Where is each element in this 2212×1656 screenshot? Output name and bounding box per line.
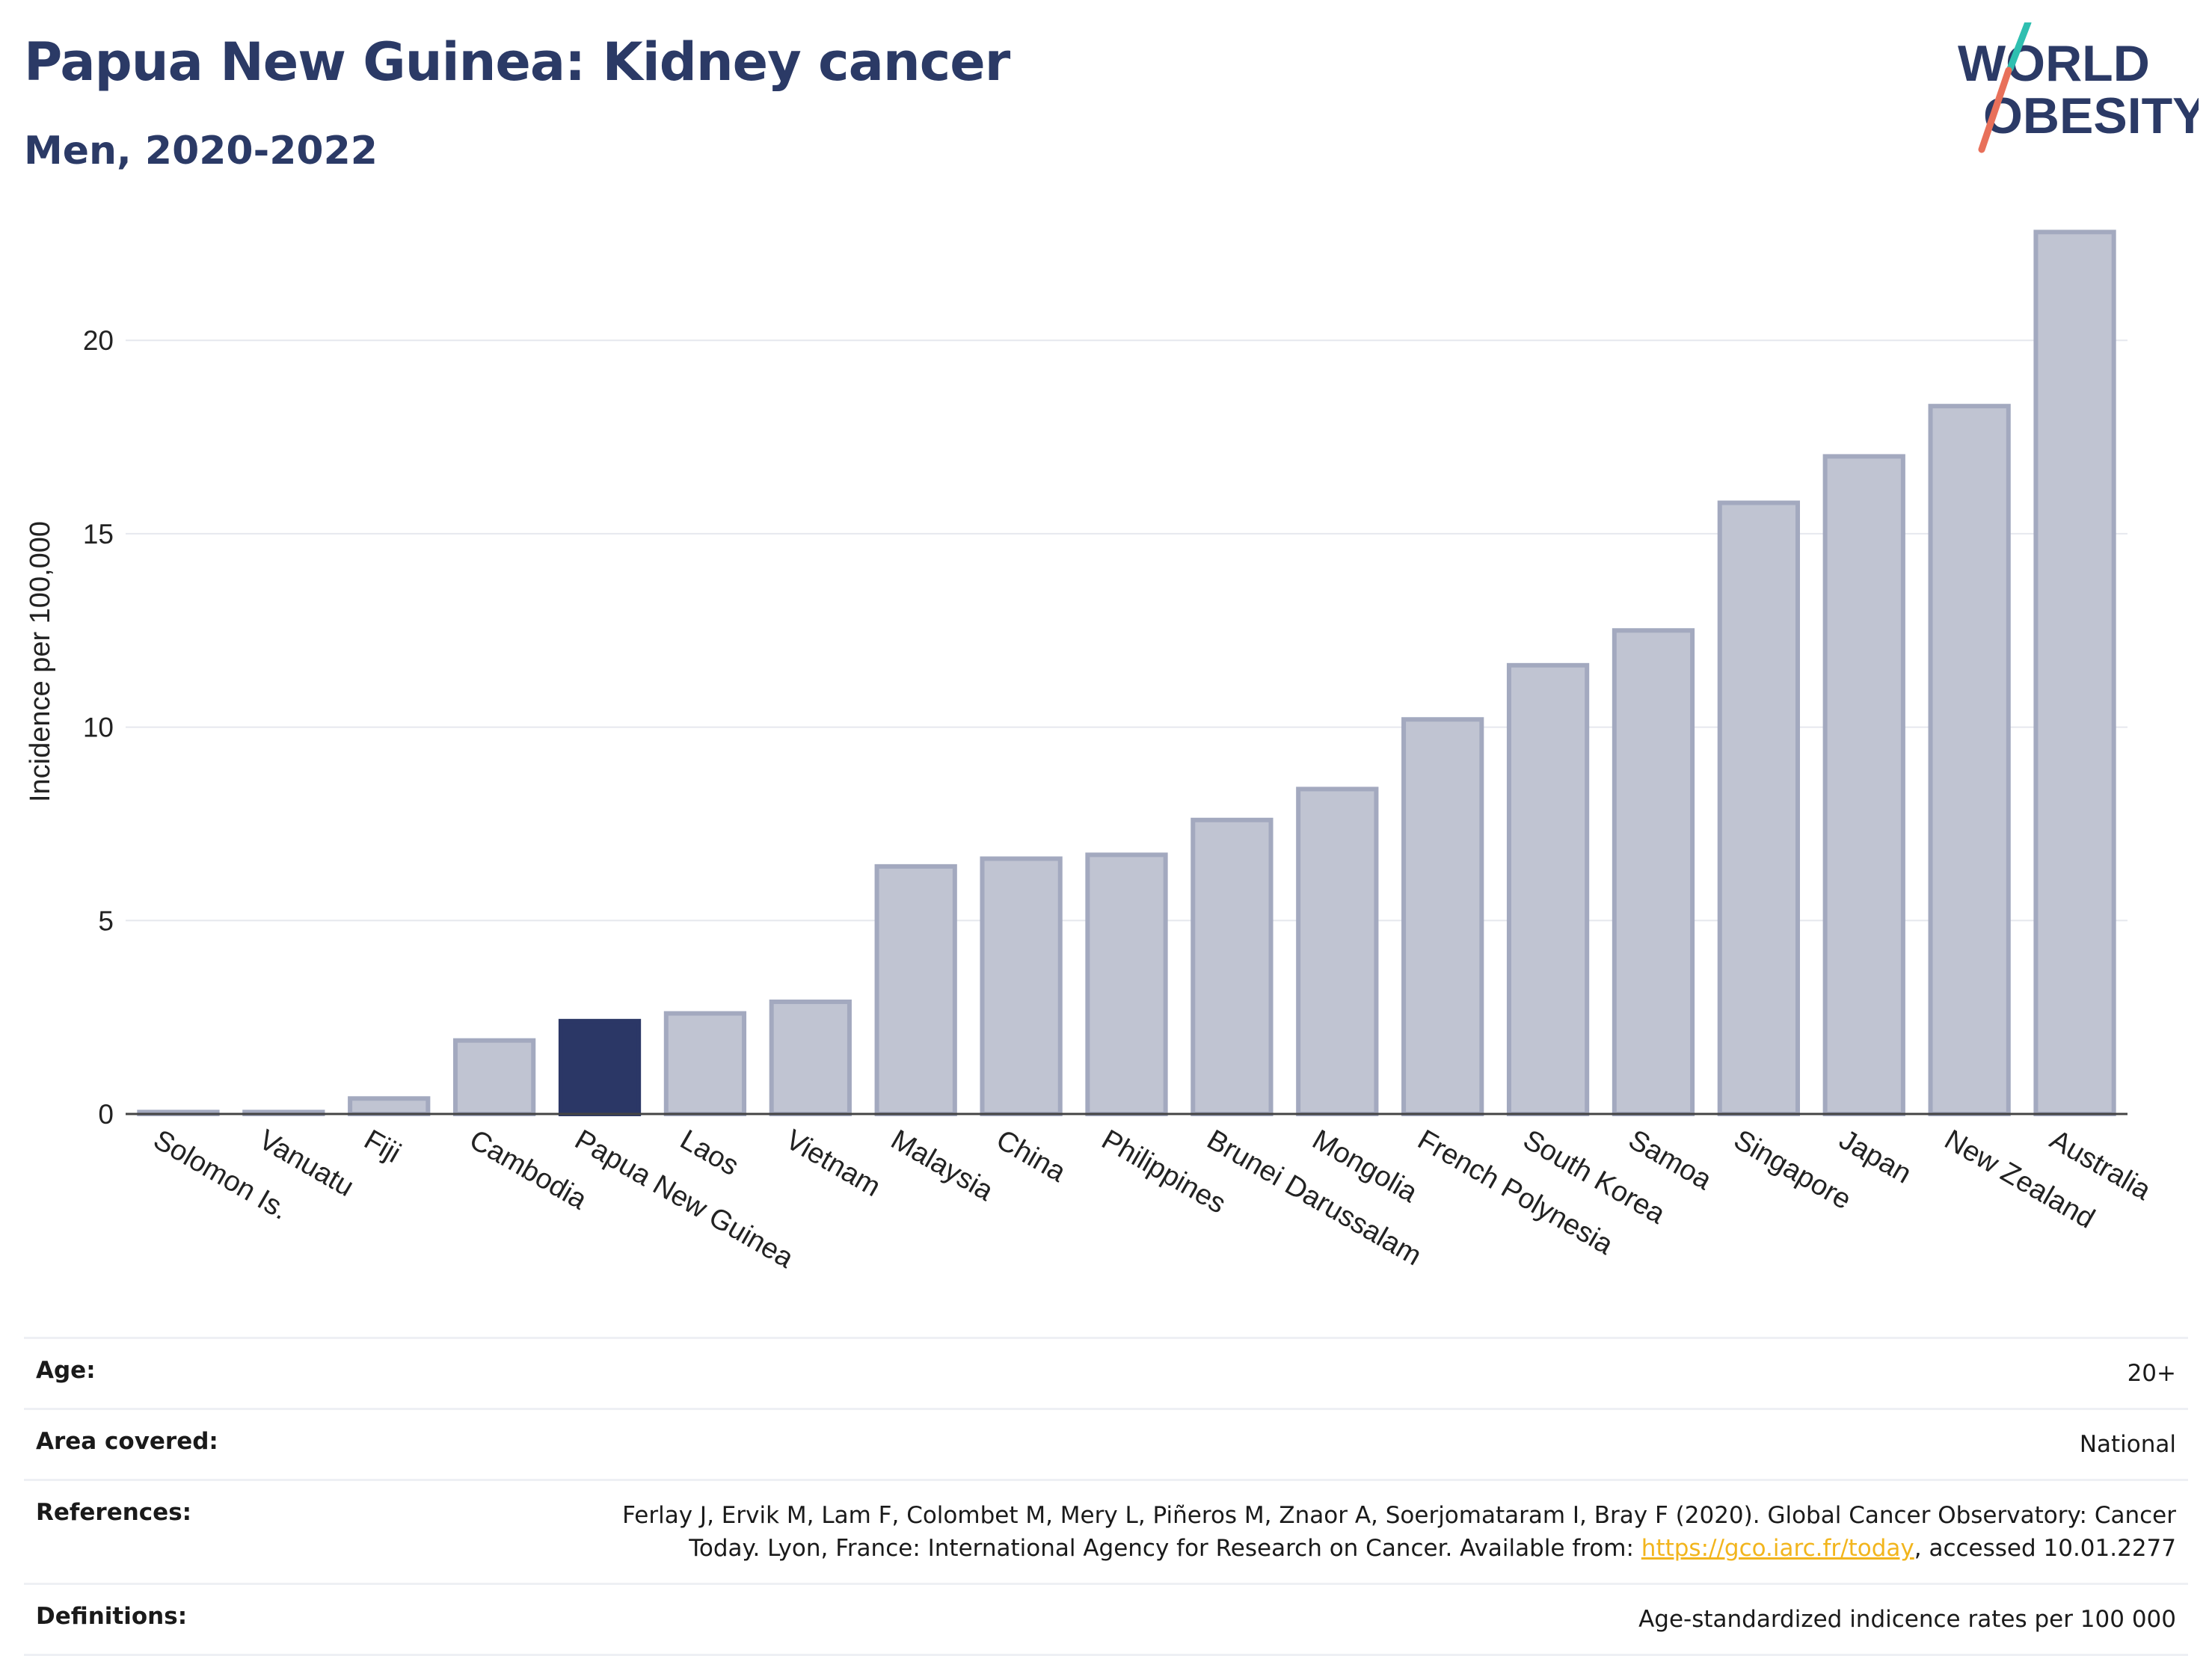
x-tick-label: Singapore: [1728, 1124, 1856, 1216]
x-tick-label: China: [991, 1124, 1072, 1188]
meta-row-area: Area covered: National: [24, 1408, 2188, 1479]
y-tick-label: 0: [98, 1099, 114, 1130]
y-axis-label: Incidence per 100,000: [25, 521, 56, 802]
x-tick-label: Japan: [1834, 1124, 1917, 1189]
y-tick-label: 10: [83, 712, 114, 743]
references-text: Ferlay J, Ervik M, Lam F, Colombet M, Me…: [622, 1502, 2176, 1562]
world-obesity-logo: WORLD OBESITY: [1958, 22, 2199, 153]
bar: [1296, 787, 1379, 1117]
logo-slash-teal: [2006, 22, 2032, 73]
bar: [453, 1038, 536, 1117]
meta-row-references: References: Ferlay J, Ervik M, Lam F, Co…: [24, 1479, 2188, 1583]
bar: [348, 1096, 431, 1116]
x-tick-label: Malaysia: [885, 1124, 999, 1207]
y-tick-label: 5: [98, 905, 114, 936]
bar: [874, 864, 957, 1116]
bar: [980, 856, 1063, 1116]
logo-slash-coral: [1978, 67, 2012, 153]
y-tick-label: 15: [83, 519, 114, 550]
logo-word-world: WORLD: [1958, 35, 2150, 92]
references-link[interactable]: https://gco.iarc.fr/today: [1641, 1535, 1914, 1562]
bar: [2033, 230, 2116, 1117]
meta-row-definitions: Definitions: Age-standardized indicence …: [24, 1583, 2188, 1656]
meta-definitions-value: Age-standardized indicence rates per 100…: [1638, 1606, 2176, 1633]
x-tick-label: Cambodia: [464, 1124, 593, 1216]
y-tick-labels: 0 5 10 15 20: [83, 325, 114, 1130]
bar: [1822, 454, 1905, 1116]
page-subtitle: Men, 2020-2022: [24, 129, 378, 173]
bar: [1928, 404, 2011, 1116]
logo-word-obesity: OBESITY: [1983, 87, 2199, 144]
bar: [1401, 717, 1484, 1116]
page-title: Papua New Guinea: Kidney cancer: [24, 31, 1010, 93]
bar: [1717, 500, 1800, 1116]
y-tick-label: 20: [83, 325, 114, 356]
bar: [1612, 628, 1695, 1116]
meta-row-age: Age: 20+: [24, 1337, 2188, 1408]
meta-age-label: Age:: [36, 1357, 96, 1384]
bar: [769, 999, 852, 1117]
meta-age-value: 20+: [2127, 1360, 2176, 1387]
meta-area-label: Area covered:: [36, 1428, 218, 1455]
meta-references-label: References:: [36, 1499, 192, 1526]
bars: [137, 230, 2116, 1117]
bar: [1085, 852, 1168, 1116]
bar: [1191, 817, 1274, 1116]
x-tick-label: French Polynesia: [1413, 1124, 1619, 1261]
bar: [1506, 662, 1590, 1116]
meta-references-value: Ferlay J, Ervik M, Lam F, Colombet M, Me…: [568, 1499, 2176, 1565]
meta-definitions-label: Definitions:: [36, 1603, 188, 1630]
references-accessed: , accessed 10.01.2277: [1914, 1535, 2176, 1562]
bar: [558, 1018, 642, 1116]
meta-area-value: National: [2079, 1431, 2176, 1458]
x-tick-label: Laos: [675, 1124, 743, 1182]
bar: [663, 1011, 747, 1117]
x-tick-label: Fiji: [359, 1124, 406, 1169]
x-tick-label: Vietnam: [780, 1124, 885, 1203]
metadata-table: Age: 20+ Area covered: National Referenc…: [24, 1337, 2188, 1656]
